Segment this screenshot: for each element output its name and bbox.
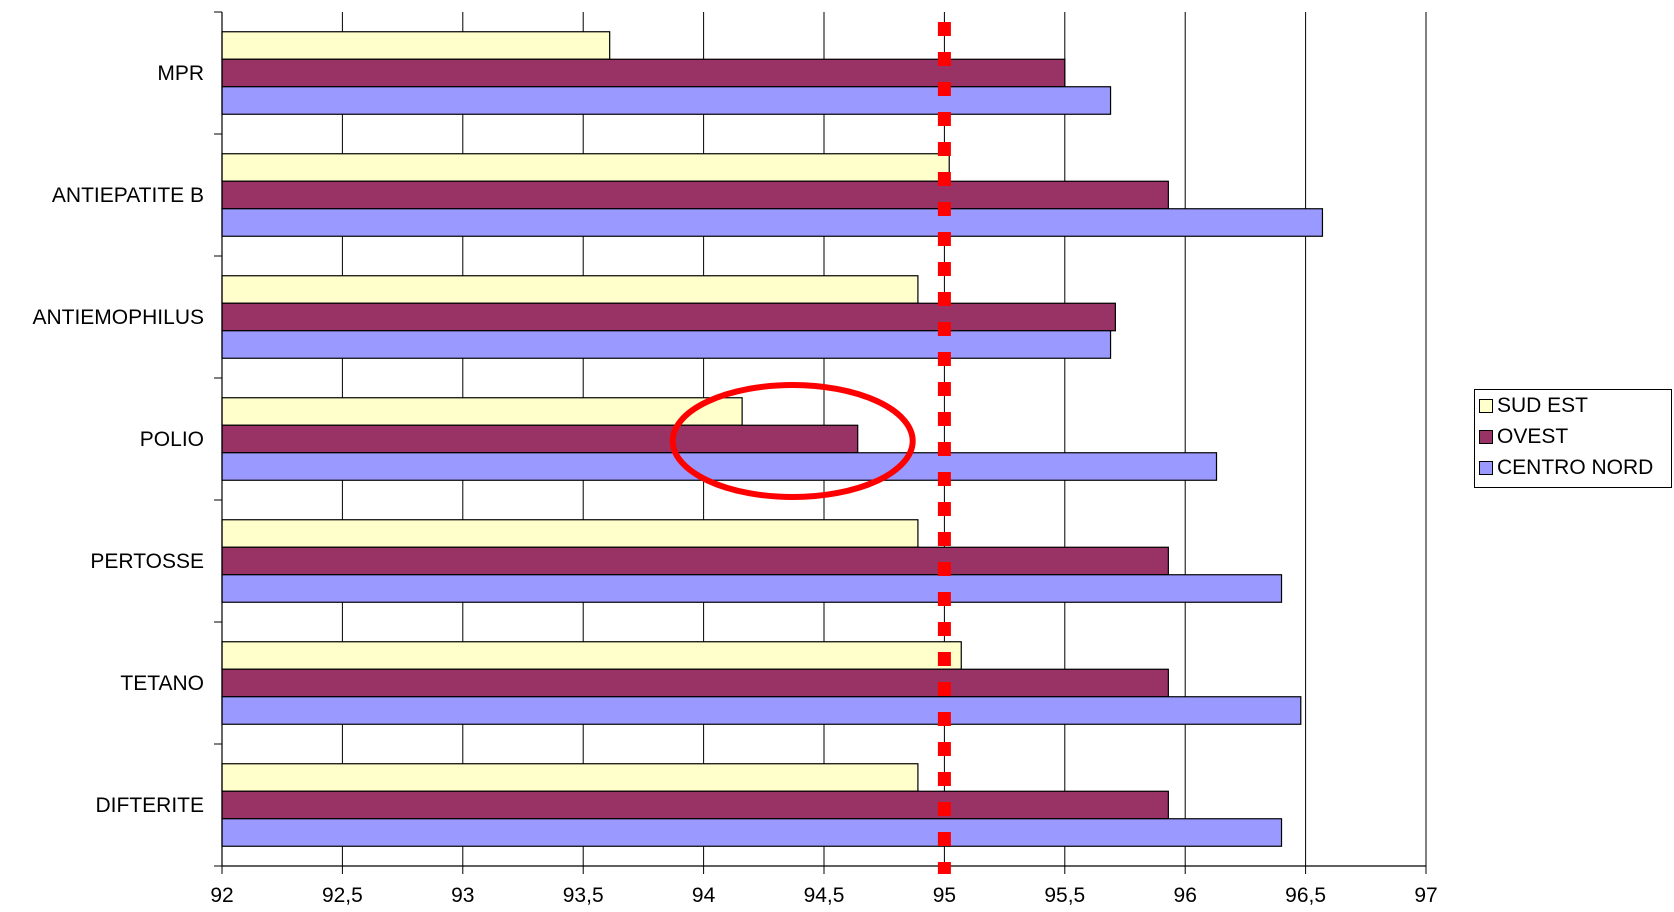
x-tick-label: 92	[210, 884, 233, 907]
bar	[221, 397, 743, 426]
category-label: PERTOSSE	[90, 550, 204, 573]
x-tick-label: 94,5	[804, 884, 845, 907]
x-tick-label: 92,5	[322, 884, 363, 907]
x-tick-label: 96,5	[1285, 884, 1326, 907]
x-axis-ticks: 92 92,5 93 93,5 94 94,5 95 95,5 96 96,5 97	[210, 866, 1438, 907]
legend-label: SUD EST	[1497, 394, 1589, 417]
bar	[221, 86, 1112, 115]
legend-item: CENTRO NORD	[1479, 456, 1653, 480]
legend-label: CENTRO NORD	[1497, 456, 1654, 479]
bar	[221, 519, 919, 548]
category-label: POLIO	[140, 428, 204, 451]
legend-swatch	[1479, 399, 1493, 413]
bar	[221, 696, 1302, 725]
legend-item: SUD EST	[1479, 394, 1588, 418]
legend-swatch	[1479, 461, 1493, 475]
x-tick-label: 97	[1414, 884, 1437, 907]
x-tick-label: 96	[1174, 884, 1197, 907]
x-tick-label: 95	[933, 884, 956, 907]
bar	[221, 546, 1169, 576]
bar	[221, 58, 1066, 88]
bar	[221, 302, 1116, 332]
bar	[221, 452, 1218, 481]
bar	[221, 275, 919, 304]
legend-label: OVEST	[1497, 425, 1569, 448]
x-tick-label: 93,5	[563, 884, 604, 907]
x-tick-label: 95,5	[1044, 884, 1085, 907]
legend-swatch	[1479, 430, 1493, 444]
x-tick-label: 94	[692, 884, 716, 907]
highlight-ellipse	[669, 382, 916, 500]
bar	[221, 330, 1112, 359]
category-label: DIFTERITE	[96, 794, 205, 817]
category-label: ANTIEMOPHILUS	[32, 306, 204, 329]
bar	[221, 574, 1283, 603]
bar	[221, 763, 919, 792]
category-label: ANTIEPATITE B	[52, 184, 204, 207]
highlight-ellipse-polio-ovest	[669, 382, 916, 500]
bar	[221, 31, 611, 60]
bars	[221, 31, 1324, 847]
bar	[221, 790, 1169, 820]
category-labels: MPR ANTIEPATITE B ANTIEMOPHILUS POLIO PERTOS…	[32, 62, 204, 817]
bar	[221, 208, 1324, 237]
category-label: TETANO	[120, 672, 204, 695]
bar	[221, 641, 962, 670]
category-label: MPR	[157, 62, 204, 85]
bar	[221, 180, 1169, 210]
legend: SUD EST OVEST CENTRO NORD	[1474, 389, 1672, 488]
legend-item: OVEST	[1479, 425, 1568, 449]
x-tick-label: 93	[451, 884, 474, 907]
bar	[221, 668, 1169, 698]
bar	[221, 153, 950, 182]
bar	[221, 818, 1283, 847]
bar	[221, 424, 859, 454]
